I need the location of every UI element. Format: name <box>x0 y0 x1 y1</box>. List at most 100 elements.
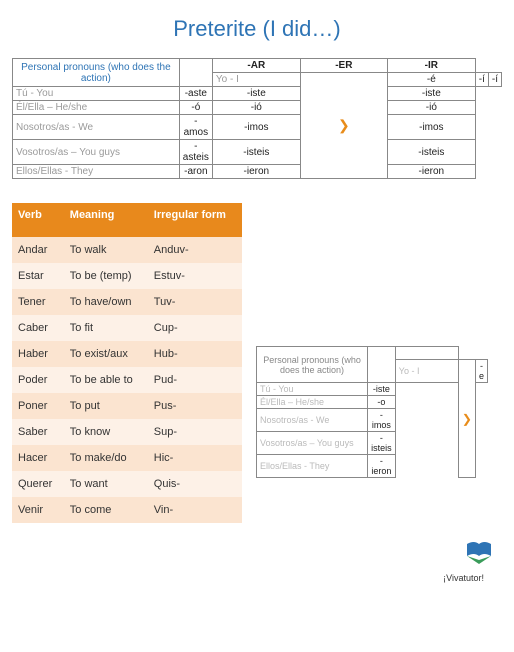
irregular-cell: Quis- <box>148 471 242 497</box>
pronoun-cell: Tú - You <box>13 87 180 101</box>
verb-cell: Andar <box>12 237 64 263</box>
irregular-cell: Pud- <box>148 367 242 393</box>
ending-cell: -imos <box>387 115 475 140</box>
table-row: AndarTo walkAnduv- <box>12 237 242 263</box>
meaning-cell: To put <box>64 393 148 419</box>
irregular-endings-table: Personal pronouns (who does the action) … <box>256 346 488 478</box>
meaning-cell: To walk <box>64 237 148 263</box>
table-row: HacerTo make/doHic- <box>12 445 242 471</box>
verb-cell: Poner <box>12 393 64 419</box>
irregular-verb-table: Verb Meaning Irregular form AndarTo walk… <box>12 203 242 523</box>
meaning-cell: To want <box>64 471 148 497</box>
conjugation-table: Personal pronouns (who does the action) … <box>12 58 502 179</box>
meaning-cell: To make/do <box>64 445 148 471</box>
brand-text: ¡Vivatutor! <box>256 573 494 583</box>
pronoun-cell: Yo - I <box>212 73 300 87</box>
irregular-cell: Vin- <box>148 497 242 523</box>
book-icon <box>464 538 494 566</box>
ending-cell: -iste <box>368 383 396 396</box>
ending-cell: -amos <box>179 115 212 140</box>
table-row: CaberTo fitCup- <box>12 315 242 341</box>
verb-cell: Poder <box>12 367 64 393</box>
ending-cell: -o <box>368 396 396 409</box>
pronoun-cell: Ellos/Ellas - They <box>13 165 180 179</box>
table-row: HaberTo exist/auxHub- <box>12 341 242 367</box>
small-header-blank <box>368 347 396 383</box>
ending-cell: -í <box>488 73 501 87</box>
pronoun-cell: Nosotros/as - We <box>13 115 180 140</box>
header-pronouns: Personal pronouns (who does the action) <box>13 59 180 87</box>
irregular-cell: Sup- <box>148 419 242 445</box>
verb-cell: Estar <box>12 263 64 289</box>
meaning-cell: To fit <box>64 315 148 341</box>
header-blank <box>179 59 212 87</box>
ending-cell: -í <box>475 73 488 87</box>
irregular-cell: Cup- <box>148 315 242 341</box>
irregular-header: Irregular form <box>148 203 242 237</box>
verb-header: Verb <box>12 203 64 237</box>
meaning-cell: To be able to <box>64 367 148 393</box>
ending-cell: -isteis <box>212 140 300 165</box>
arrow-icon: ❯ <box>300 73 387 179</box>
ending-cell: -aste <box>179 87 212 101</box>
table-row: QuererTo wantQuis- <box>12 471 242 497</box>
ending-cell: -aron <box>179 165 212 179</box>
table-row: VenirTo comeVin- <box>12 497 242 523</box>
pronoun-cell: Nosotros/as - We <box>257 409 368 432</box>
meaning-cell: To come <box>64 497 148 523</box>
table-row: TenerTo have/ownTuv- <box>12 289 242 315</box>
ending-cell: -ieron <box>368 455 396 478</box>
irregular-cell: Hic- <box>148 445 242 471</box>
ending-cell: -ió <box>387 101 475 115</box>
irregular-cell: Anduv- <box>148 237 242 263</box>
meaning-header: Meaning <box>64 203 148 237</box>
ending-cell: -iste <box>387 87 475 101</box>
ending-cell: -ieron <box>387 165 475 179</box>
small-header-pronouns: Personal pronouns (who does the action) <box>257 347 368 383</box>
pronoun-cell: Yo - I <box>395 360 458 383</box>
header-er: -ER <box>300 59 387 73</box>
brand-logo: ¡Vivatutor! <box>256 538 502 583</box>
table-row: PoderTo be able toPud- <box>12 367 242 393</box>
irregular-cell: Hub- <box>148 341 242 367</box>
ending-cell: -isteis <box>368 432 396 455</box>
verb-cell: Caber <box>12 315 64 341</box>
ending-cell: -imos <box>368 409 396 432</box>
ending-cell: -isteis <box>387 140 475 165</box>
ending-cell: -asteis <box>179 140 212 165</box>
irregular-cell: Pus- <box>148 393 242 419</box>
header-ir: -IR <box>387 59 475 73</box>
ending-cell: -iste <box>212 87 300 101</box>
meaning-cell: To have/own <box>64 289 148 315</box>
verb-cell: Saber <box>12 419 64 445</box>
ending-cell: -ó <box>179 101 212 115</box>
irregular-cell: Tuv- <box>148 289 242 315</box>
table-row: SaberTo knowSup- <box>12 419 242 445</box>
ending-cell: -e <box>475 360 487 383</box>
ending-cell: -é <box>387 73 475 87</box>
meaning-cell: To exist/aux <box>64 341 148 367</box>
meaning-cell: To be (temp) <box>64 263 148 289</box>
arrow-icon: ❯ <box>458 360 475 478</box>
pronoun-cell: Él/Ella – He/she <box>13 101 180 115</box>
ending-cell: -imos <box>212 115 300 140</box>
pronoun-cell: Él/Ella – He/she <box>257 396 368 409</box>
page-title: Preterite (I did…) <box>12 16 502 42</box>
header-ar: -AR <box>212 59 300 73</box>
small-header-end <box>395 347 458 360</box>
verb-cell: Haber <box>12 341 64 367</box>
verb-cell: Querer <box>12 471 64 497</box>
pronoun-cell: Tú - You <box>257 383 368 396</box>
table-row: PonerTo putPus- <box>12 393 242 419</box>
table-row: EstarTo be (temp)Estuv- <box>12 263 242 289</box>
ending-cell: -ieron <box>212 165 300 179</box>
pronoun-cell: Ellos/Ellas - They <box>257 455 368 478</box>
verb-cell: Hacer <box>12 445 64 471</box>
verb-cell: Venir <box>12 497 64 523</box>
irregular-cell: Estuv- <box>148 263 242 289</box>
pronoun-cell: Vosotros/as – You guys <box>257 432 368 455</box>
verb-cell: Tener <box>12 289 64 315</box>
pronoun-cell: Vosotros/as – You guys <box>13 140 180 165</box>
ending-cell: -ió <box>212 101 300 115</box>
meaning-cell: To know <box>64 419 148 445</box>
